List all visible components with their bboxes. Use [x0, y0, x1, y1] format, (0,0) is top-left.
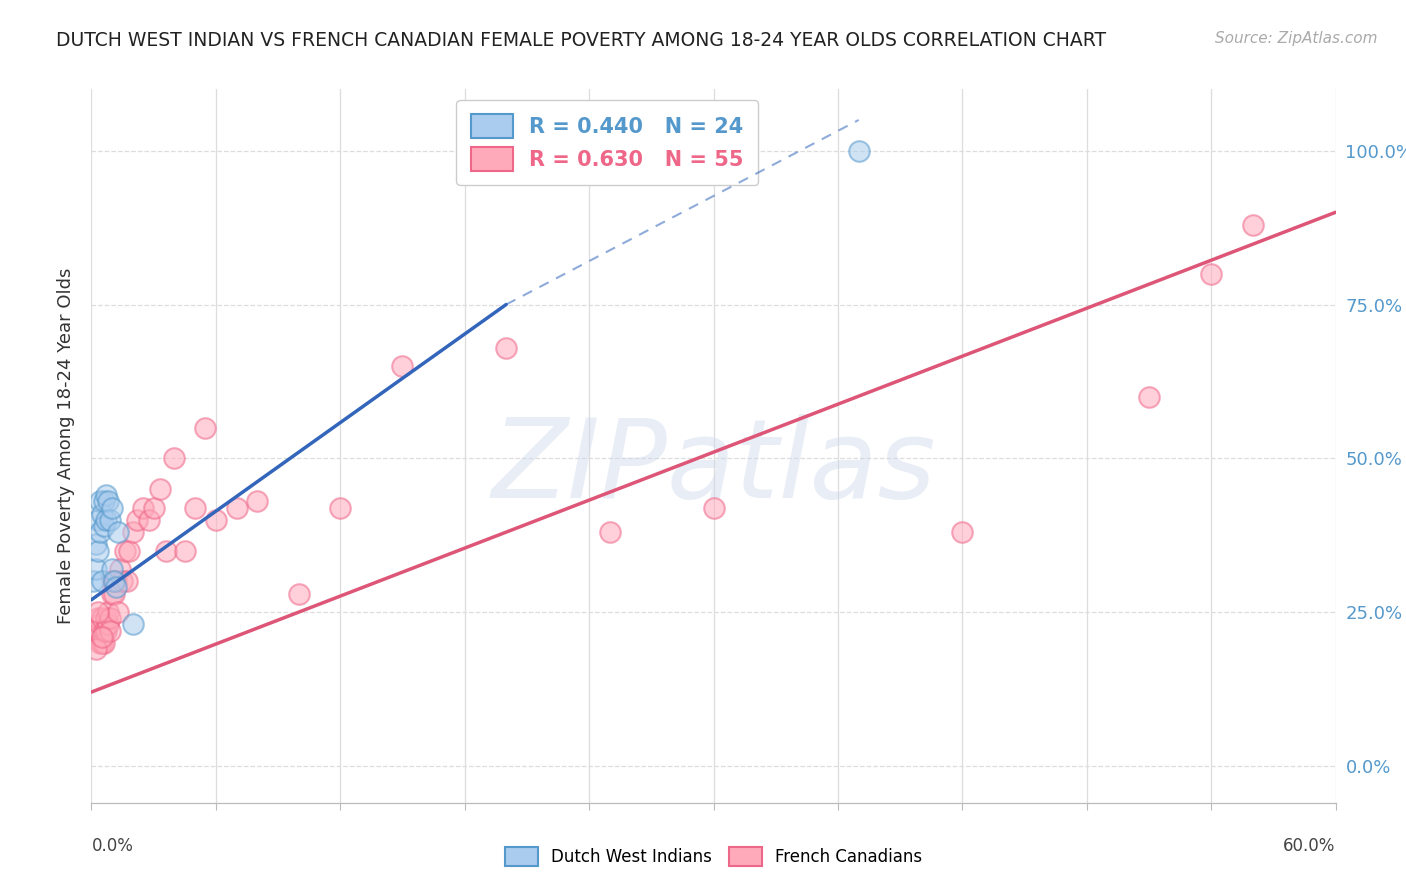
Point — [702, 500, 725, 515]
Point — [105, 574, 128, 589]
Point — [89, 494, 111, 508]
Point — [84, 624, 107, 638]
Point — [114, 543, 136, 558]
Point — [84, 642, 107, 657]
Point — [495, 341, 517, 355]
Point — [125, 513, 148, 527]
Point — [194, 420, 217, 434]
Point — [1201, 267, 1223, 281]
Point — [110, 562, 132, 576]
Point — [391, 359, 413, 373]
Point — [155, 543, 177, 558]
Y-axis label: Female Poverty Among 18-24 Year Olds: Female Poverty Among 18-24 Year Olds — [56, 268, 75, 624]
Point — [121, 525, 145, 540]
Point — [103, 587, 125, 601]
Point — [89, 525, 111, 540]
Text: DUTCH WEST INDIAN VS FRENCH CANADIAN FEMALE POVERTY AMONG 18-24 YEAR OLDS CORREL: DUTCH WEST INDIAN VS FRENCH CANADIAN FEM… — [56, 31, 1107, 50]
Point — [107, 525, 129, 540]
Point — [205, 513, 228, 527]
Point — [90, 574, 112, 589]
Point — [82, 624, 104, 638]
Point — [225, 500, 247, 515]
Point — [599, 525, 621, 540]
Legend: Dutch West Indians, French Canadians: Dutch West Indians, French Canadians — [498, 840, 929, 873]
Point — [98, 611, 121, 625]
Point — [163, 451, 186, 466]
Point — [86, 513, 108, 527]
Point — [142, 500, 165, 515]
Point — [105, 581, 128, 595]
Point — [101, 587, 124, 601]
Point — [495, 156, 517, 170]
Point — [82, 574, 104, 589]
Point — [97, 617, 120, 632]
Point — [103, 574, 125, 589]
Point — [93, 636, 115, 650]
Point — [90, 611, 112, 625]
Point — [86, 624, 108, 638]
Point — [93, 494, 115, 508]
Point — [97, 494, 120, 508]
Point — [115, 574, 138, 589]
Text: Source: ZipAtlas.com: Source: ZipAtlas.com — [1215, 31, 1378, 46]
Point — [97, 605, 120, 619]
Point — [98, 624, 121, 638]
Point — [94, 513, 117, 527]
Text: 0.0%: 0.0% — [91, 837, 134, 855]
Text: 60.0%: 60.0% — [1284, 837, 1336, 855]
Point — [1137, 390, 1160, 404]
Point — [495, 144, 517, 158]
Point — [90, 636, 112, 650]
Point — [86, 611, 108, 625]
Point — [84, 537, 107, 551]
Point — [111, 574, 134, 589]
Point — [101, 562, 124, 576]
Point — [1241, 218, 1264, 232]
Point — [287, 587, 309, 601]
Point — [149, 482, 172, 496]
Point — [93, 624, 115, 638]
Point — [89, 617, 111, 632]
Point — [103, 574, 125, 589]
Point — [90, 507, 112, 521]
Point — [89, 636, 111, 650]
Point — [93, 519, 115, 533]
Point — [94, 624, 117, 638]
Point — [132, 500, 155, 515]
Text: ZIPatlas: ZIPatlas — [491, 414, 936, 521]
Point — [101, 500, 124, 515]
Point — [86, 605, 108, 619]
Point — [121, 617, 145, 632]
Point — [173, 543, 195, 558]
Point — [98, 513, 121, 527]
Point — [94, 611, 117, 625]
Point — [848, 144, 870, 158]
Point — [118, 543, 141, 558]
Point — [84, 562, 107, 576]
Point — [86, 543, 108, 558]
Point — [107, 605, 129, 619]
Point — [329, 500, 352, 515]
Point — [101, 574, 124, 589]
Point — [950, 525, 973, 540]
Point — [246, 494, 269, 508]
Point — [138, 513, 160, 527]
Point — [90, 630, 112, 644]
Point — [495, 144, 517, 158]
Point — [184, 500, 207, 515]
Point — [94, 488, 117, 502]
